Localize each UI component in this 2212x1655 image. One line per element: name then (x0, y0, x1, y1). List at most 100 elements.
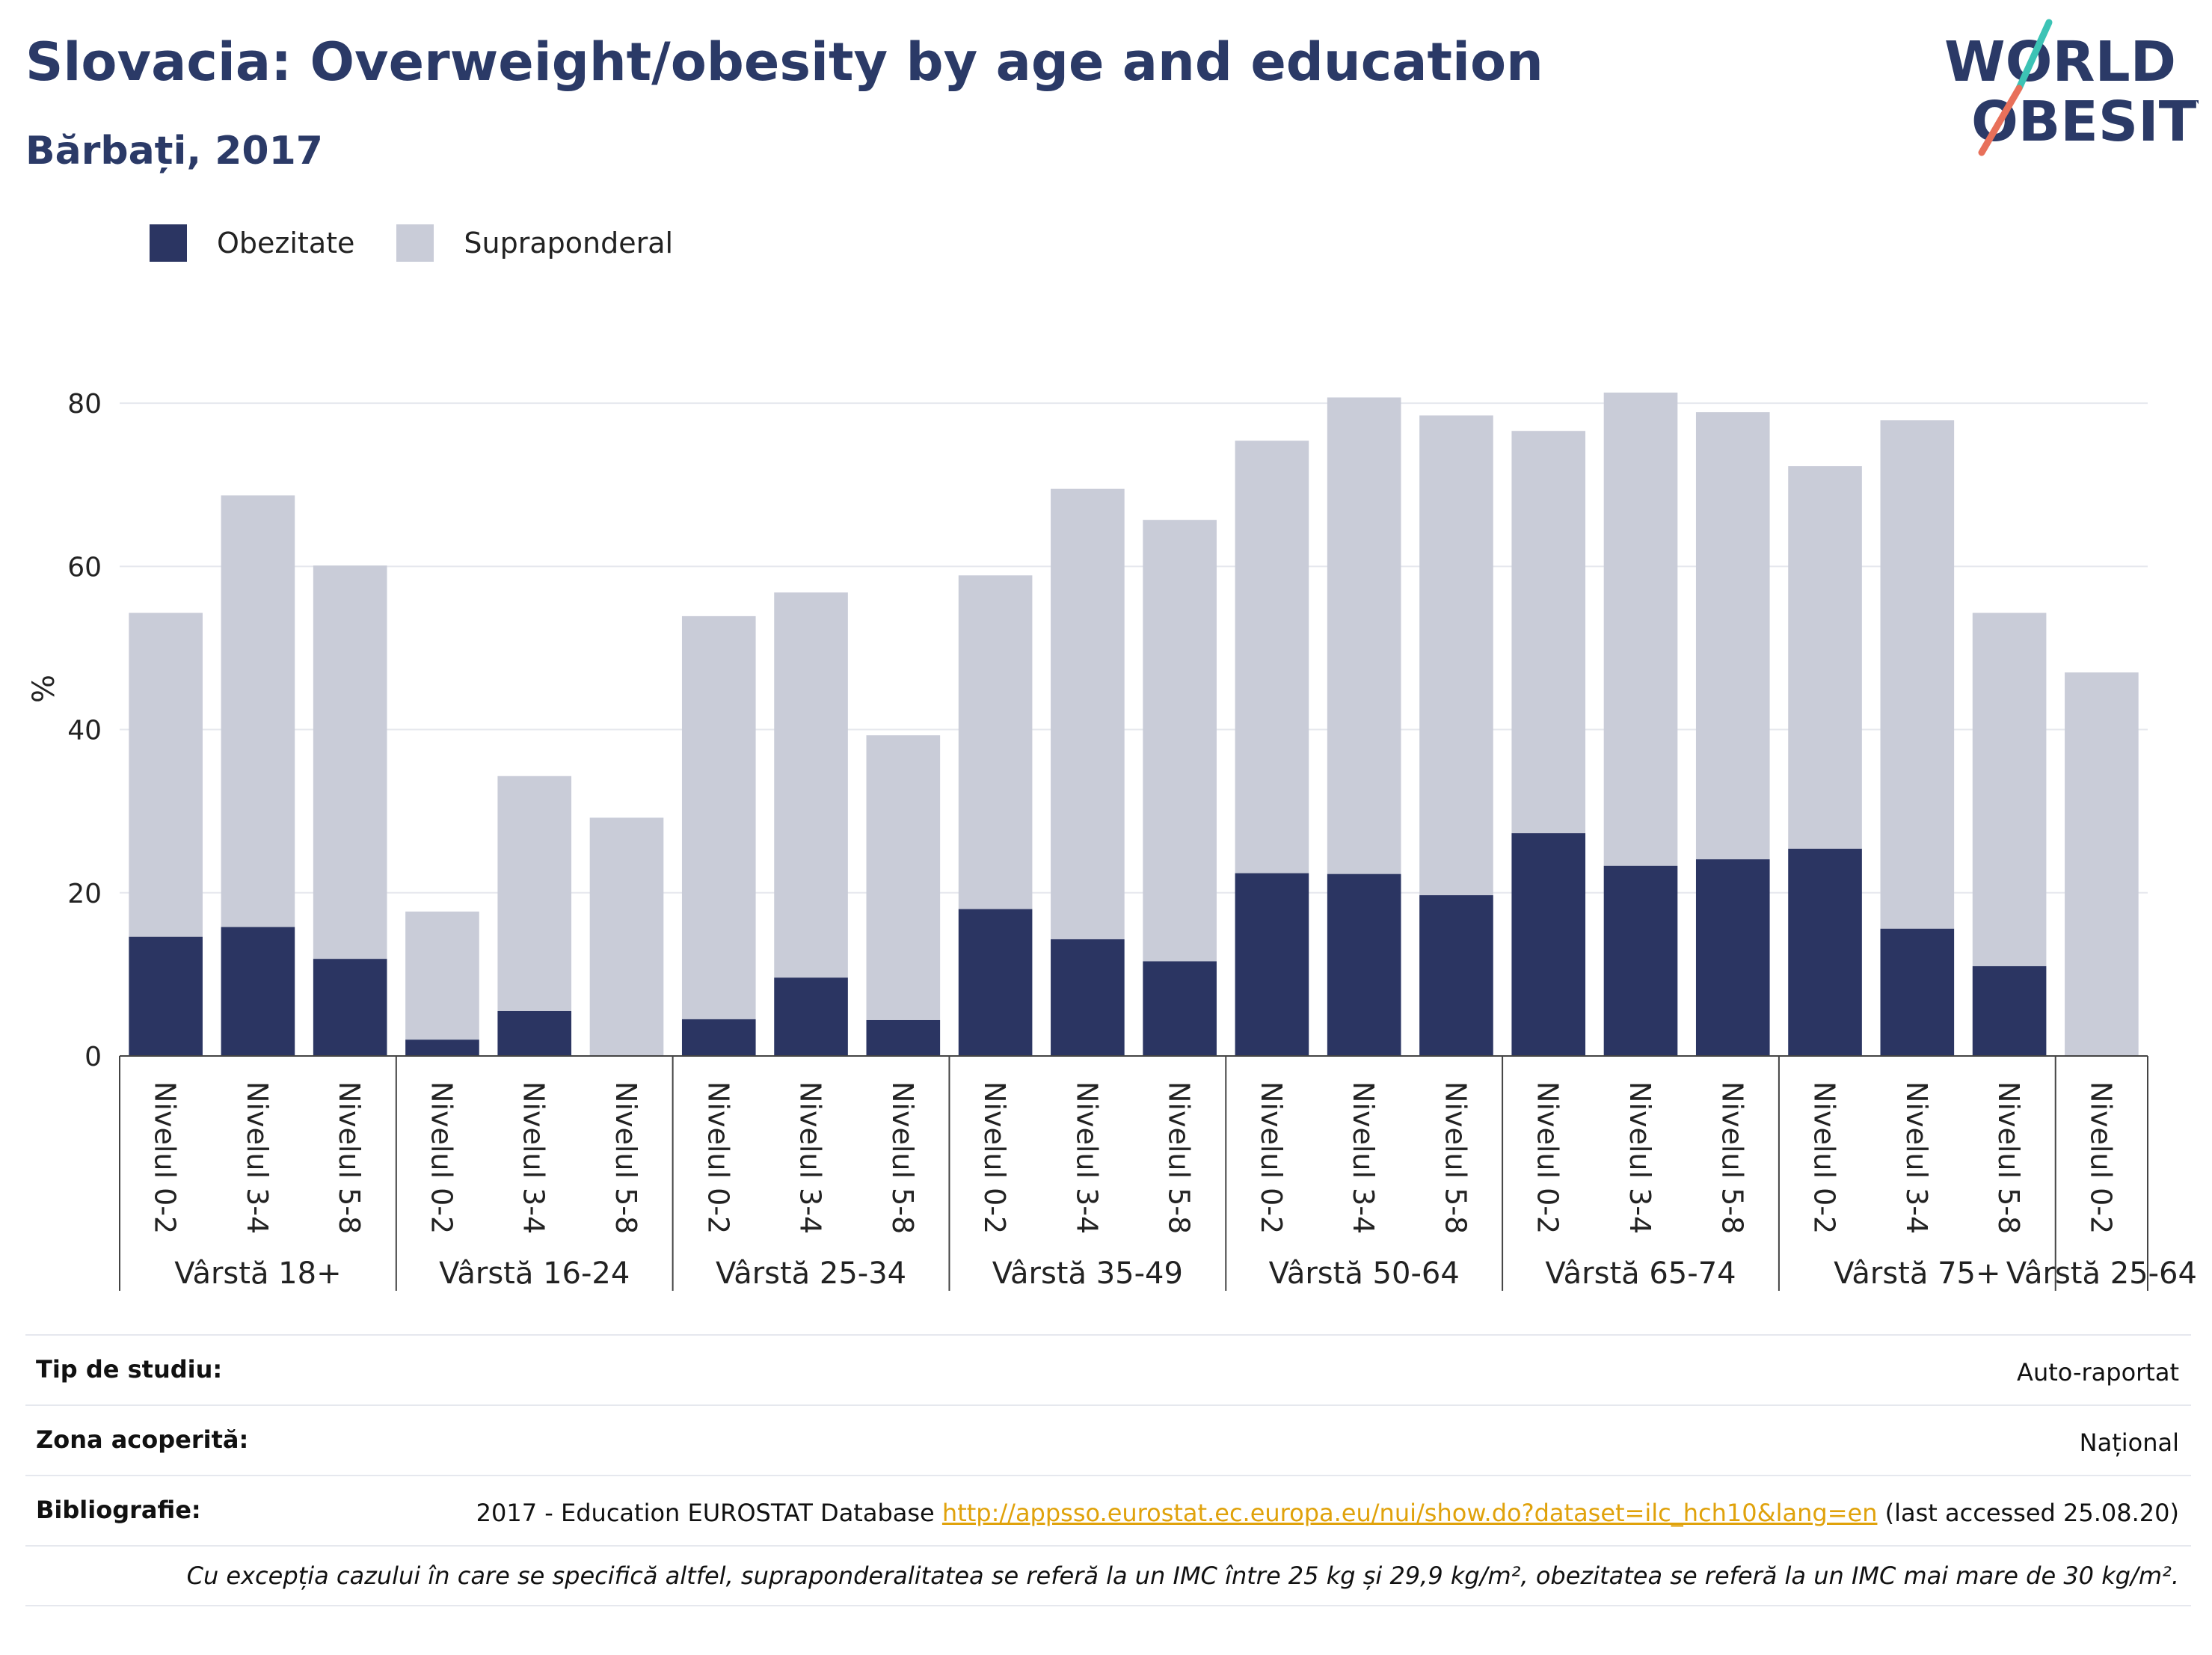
legend-item-overweight[interactable]: Supraponderal (396, 224, 673, 262)
group-label: Vârstă 18+ (174, 1256, 341, 1291)
bar-overweight (1880, 420, 1955, 929)
bar-obesity (221, 927, 295, 1056)
bar-obesity (1880, 928, 1955, 1056)
bar-obesity (1235, 873, 1309, 1056)
coverage-label: Zona acoperită: (36, 1425, 249, 1454)
bar-obesity (1419, 895, 1493, 1056)
bibliography-suffix: (last accessed 25.08.20) (1877, 1499, 2179, 1527)
chart-subtitle: Bărbați, 2017 (25, 129, 323, 174)
x-tick-label: Nivelul 0-2 (1531, 1081, 1564, 1234)
bar-overweight (1143, 520, 1217, 962)
legend-swatch-obesity (150, 224, 187, 262)
x-tick-label: Nivelul 5-8 (1715, 1081, 1748, 1234)
world-obesity-logo: WORLD OBESITY (1944, 19, 2199, 156)
bar-obesity (1051, 939, 1125, 1056)
bibliography-prefix: 2017 - Education EUROSTAT Database (476, 1499, 942, 1527)
x-tick-label: Nivelul 3-4 (241, 1081, 274, 1234)
bar-obesity (129, 936, 203, 1056)
bar-obesity (1788, 848, 1862, 1056)
group-label: Vârstă 75+ (1834, 1256, 2000, 1291)
bar-obesity (1695, 859, 1770, 1056)
study-type-label: Tip de studiu: (36, 1355, 223, 1384)
x-tick-label: Nivelul 5-8 (333, 1081, 366, 1234)
bar-overweight (1235, 440, 1309, 873)
bibliography-value: 2017 - Education EUROSTAT Database http:… (476, 1496, 2179, 1530)
info-row-study-type: Tip de studiu: Auto-raportat (25, 1334, 2191, 1404)
group-label: Vârstă 25-64 (2006, 1256, 2197, 1291)
x-tick-label: Nivelul 0-2 (2084, 1081, 2117, 1234)
x-tick-label: Nivelul 3-4 (794, 1081, 827, 1234)
y-tick-label: 40 (67, 716, 102, 746)
bar-obesity (1972, 965, 2047, 1056)
bar-obesity (405, 1040, 479, 1056)
bar-overweight (405, 911, 479, 1040)
group-label: Vârstă 25-34 (716, 1256, 906, 1291)
bar-overweight (1327, 397, 1401, 874)
info-row-bibliography: Bibliografie: 2017 - Education EUROSTAT … (25, 1475, 2191, 1545)
x-tick-label: Nivelul 3-4 (1900, 1081, 1933, 1234)
bar-overweight (1511, 431, 1586, 834)
y-tick-label: 20 (67, 879, 102, 909)
x-tick-label: Nivelul 5-8 (609, 1081, 642, 1234)
y-axis-label: % (27, 675, 61, 703)
bar-overweight (1695, 412, 1770, 860)
bar-overweight (1603, 392, 1678, 866)
x-tick-label: Nivelul 0-2 (1255, 1081, 1288, 1234)
bar-overweight (497, 776, 572, 1011)
bar-overweight (774, 592, 848, 978)
bar-chart: 0 20 40 60 80% Nivelul 0-2 Nivelul 3-4 Nivelul … (27, 389, 2197, 1291)
group-label: Vârstă 65-74 (1545, 1256, 1736, 1291)
x-tick-label: Nivelul 3-4 (1347, 1081, 1380, 1234)
bar-overweight (589, 817, 664, 1056)
bar-overweight (1051, 488, 1125, 939)
bar-obesity (1327, 873, 1401, 1056)
x-tick-label: Nivelul 3-4 (1623, 1081, 1656, 1234)
bibliography-link[interactable]: http://appsso.eurostat.ec.europa.eu/nui/… (941, 1499, 1878, 1527)
info-row-coverage: Zona acoperită: Național (25, 1404, 2191, 1475)
y-tick-label: 60 (67, 552, 102, 583)
logo-slash-coral (1978, 85, 2023, 156)
info-table: Tip de studiu: Auto-raportat Zona acoper… (25, 1334, 2191, 1606)
y-tick-label: 0 (85, 1042, 102, 1072)
group-label: Vârstă 35-49 (992, 1256, 1183, 1291)
bar-obesity (313, 959, 387, 1056)
bar-overweight (1788, 466, 1862, 849)
bar-overweight (958, 575, 1033, 909)
definition-note: Cu excepția cazului în care se specifică… (25, 1545, 2191, 1606)
legend-label-obesity: Obezitate (217, 227, 355, 260)
bar-obesity (1603, 865, 1678, 1056)
legend: Obezitate Supraponderal (150, 224, 715, 262)
legend-label-overweight: Supraponderal (464, 227, 674, 260)
bar-overweight (221, 495, 295, 927)
x-tick-label: Nivelul 0-2 (701, 1081, 734, 1234)
coverage-value: Național (2079, 1428, 2179, 1457)
bar-obesity (958, 909, 1033, 1056)
bar-overweight (129, 612, 203, 937)
bar-obesity (866, 1019, 941, 1056)
legend-item-obesity[interactable]: Obezitate (150, 224, 354, 262)
bar-overweight (1419, 415, 1493, 896)
study-type-value: Auto-raportat (2017, 1358, 2179, 1387)
x-tick-label: Nivelul 0-2 (1808, 1081, 1841, 1234)
chart-title: Slovacia: Overweight/obesity by age and … (25, 31, 1543, 93)
x-tick-label: Nivelul 3-4 (517, 1081, 550, 1234)
bar-obesity (681, 1019, 756, 1056)
bar-overweight (313, 565, 387, 959)
x-tick-label: Nivelul 5-8 (886, 1081, 919, 1234)
logo-text-line1: WORLD (1944, 30, 2176, 94)
bar-overweight (1972, 612, 2047, 966)
x-tick-label: Nivelul 5-8 (1992, 1081, 2025, 1234)
logo-slash-teal (2015, 19, 2053, 92)
x-tick-label: Nivelul 0-2 (149, 1081, 182, 1234)
bar-obesity (497, 1010, 572, 1056)
bibliography-label: Bibliografie: (36, 1496, 201, 1524)
bar-overweight (2065, 672, 2139, 1056)
x-tick-label: Nivelul 5-8 (1163, 1081, 1196, 1234)
bar-overweight (866, 735, 941, 1020)
group-label: Vârstă 50-64 (1269, 1256, 1460, 1291)
y-tick-label: 80 (67, 389, 102, 420)
bar-obesity (774, 977, 848, 1056)
group-label: Vârstă 16-24 (439, 1256, 630, 1291)
legend-swatch-overweight (396, 224, 434, 262)
x-tick-label: Nivelul 0-2 (978, 1081, 1011, 1234)
